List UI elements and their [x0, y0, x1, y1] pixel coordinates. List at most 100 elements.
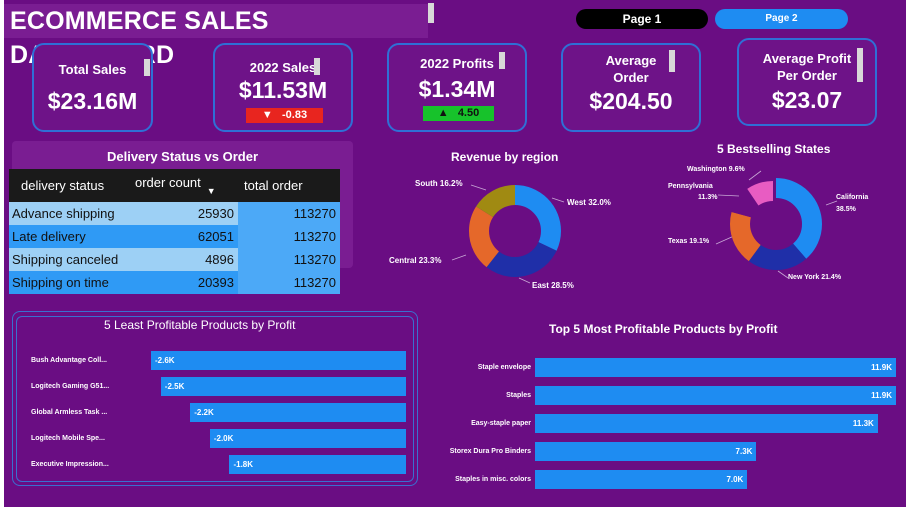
state-label-california: California	[836, 194, 869, 201]
least-bar-label: Executive Impression...	[31, 461, 109, 468]
state-slice-new-york[interactable]	[730, 178, 822, 270]
least-bar[interactable]: -1.8K	[229, 455, 406, 474]
region-donut-chart	[469, 185, 561, 277]
top-chart-title: Top 5 Most Profitable Products by Profit	[549, 322, 778, 336]
least-profitable-panel	[12, 311, 418, 486]
cell-status: Shipping canceled	[9, 248, 133, 271]
top-bar[interactable]: 11.3K	[535, 414, 878, 433]
region-label-south: South 16.2%	[415, 179, 463, 188]
kpi-label: Total Sales	[58, 62, 127, 77]
delta-value: 4.50	[457, 107, 480, 119]
least-bar-label: Global Armless Task ...	[31, 409, 108, 416]
delta-value: -0.83	[281, 109, 308, 121]
page-title: ECOMMERCE SALES DASHBOARD	[4, 4, 428, 69]
dashboard-canvas: ECOMMERCE SALES DASHBOARD Page 1 Page 2 …	[4, 0, 906, 507]
kpi-label: 2022 Sales	[249, 60, 317, 75]
top-bar-value: 11.9K	[871, 363, 892, 372]
top-bar-label: Easy-staple paper	[471, 420, 531, 427]
kpi-average-order: Average Order $204.50	[561, 43, 701, 132]
least-bar-value: -2.5K	[164, 382, 185, 391]
kpi-2022-sales: 2022 Sales $11.53M ▼ -0.83	[213, 43, 353, 132]
states-donut-chart	[727, 178, 822, 273]
state-slice-washington[interactable]	[727, 181, 819, 273]
least-bar-value: -2.2K	[194, 408, 214, 417]
state-slice-texas[interactable]	[730, 178, 822, 270]
least-bar-value: -2.6K	[155, 356, 175, 365]
cell-total: 113270	[238, 202, 340, 225]
least-bar-label: Bush Advantage Coll...	[31, 357, 107, 364]
least-bar-label: Logitech Gaming G51...	[31, 383, 110, 390]
kpi-marker	[669, 50, 675, 72]
kpi-marker	[857, 48, 863, 82]
kpi-total-sales: Total Sales $23.16M	[32, 43, 153, 132]
delivery-table: delivery status order count ▼ total order…	[9, 169, 340, 294]
state-label-pennsylvania: Pennsylvania	[668, 183, 713, 190]
delta-badge: ▼ -0.83	[246, 108, 323, 123]
column-header[interactable]: order count ▼	[133, 169, 238, 202]
top-bar-value: 11.9K	[871, 391, 892, 400]
cell-count: 4896	[133, 248, 238, 271]
kpi-label: 2022 Profits	[420, 56, 494, 71]
page-2-button[interactable]: Page 2	[715, 9, 848, 29]
cell-total: 113270	[238, 225, 340, 248]
cell-total: 113270	[238, 271, 340, 294]
table-header-row: delivery status order count ▼ total order	[9, 169, 340, 202]
region-slice-south[interactable]	[469, 185, 561, 277]
least-bar[interactable]: -2.5K	[160, 377, 406, 396]
top-bar[interactable]: 7.3K	[535, 442, 757, 461]
cell-status: Shipping on time	[9, 271, 133, 294]
kpi-2022-profits: 2022 Profits $1.34M ▲ 4.50	[387, 43, 527, 132]
state-label-washington: Washington 9.6%	[687, 166, 745, 173]
kpi-value: $1.34M	[418, 76, 496, 102]
state-label-texas: Texas 19.1%	[668, 238, 710, 245]
cell-total: 113270	[238, 248, 340, 271]
cell-status: Advance shipping	[9, 202, 133, 225]
cell-count: 20393	[133, 271, 238, 294]
top-bar[interactable]: 7.0K	[535, 470, 748, 489]
least-chart-title: 5 Least Profitable Products by Profit	[104, 318, 296, 332]
top-bar-label: Storex Dura Pro Binders	[449, 448, 531, 455]
table-row: Advance shipping 25930 113270	[9, 202, 340, 225]
region-chart-title: Revenue by region	[451, 150, 559, 164]
least-bar[interactable]: -2.0K	[209, 429, 406, 448]
kpi-value: $204.50	[589, 88, 673, 114]
top-bar-value: 7.3K	[735, 447, 753, 456]
arrow-down-icon: ▼	[261, 109, 273, 121]
kpi-label-line: Average	[605, 53, 657, 68]
table-row: Shipping on time 20393 113270	[9, 271, 340, 294]
kpi-label: Average Profit Per Order	[739, 50, 875, 84]
delta-badge: ▲ 4.50	[423, 106, 494, 121]
cell-count: 62051	[133, 225, 238, 248]
state-slice-california[interactable]	[730, 178, 822, 270]
column-header[interactable]: total order	[238, 169, 340, 202]
table-row: Late delivery 62051 113270	[9, 225, 340, 248]
cell-count: 25930	[133, 202, 238, 225]
region-label-central: Central 23.3%	[389, 256, 442, 265]
top-bar-label: Staples	[506, 392, 531, 399]
kpi-label-line: Average Profit	[762, 51, 852, 66]
top-bar[interactable]: 11.9K	[535, 386, 896, 405]
column-header[interactable]: delivery status	[9, 169, 133, 202]
states-chart-title: 5 Bestselling States	[717, 142, 831, 156]
page-1-button[interactable]: Page 1	[576, 9, 708, 29]
state-label-california-pct: 38.5%	[836, 206, 856, 213]
sort-desc-icon[interactable]: ▼	[206, 186, 216, 196]
kpi-marker	[144, 59, 150, 76]
kpi-marker	[499, 52, 505, 69]
delivery-table-title: Delivery Status vs Order	[106, 149, 259, 164]
kpi-label: Average Order	[563, 52, 699, 86]
least-bar-label: Logitech Mobile Spe...	[31, 435, 105, 442]
least-bar[interactable]: -2.2K	[190, 403, 406, 422]
region-label-west: West 32.0%	[567, 198, 611, 207]
top-bar-value: 11.3K	[852, 419, 874, 428]
kpi-value: $23.07	[771, 87, 843, 113]
top-bar-label: Staple envelope	[477, 364, 531, 371]
least-bar[interactable]: -2.6K	[151, 351, 406, 370]
region-slice-east[interactable]	[469, 185, 561, 277]
state-label-pennsylvania-pct: 11.3%	[698, 194, 718, 201]
region-slice-central[interactable]	[469, 185, 561, 277]
region-label-east: East 28.5%	[532, 281, 574, 290]
kpi-value: $23.16M	[47, 88, 138, 114]
top-bar[interactable]: 11.9K	[535, 358, 896, 377]
kpi-label-line: Order	[613, 70, 649, 85]
